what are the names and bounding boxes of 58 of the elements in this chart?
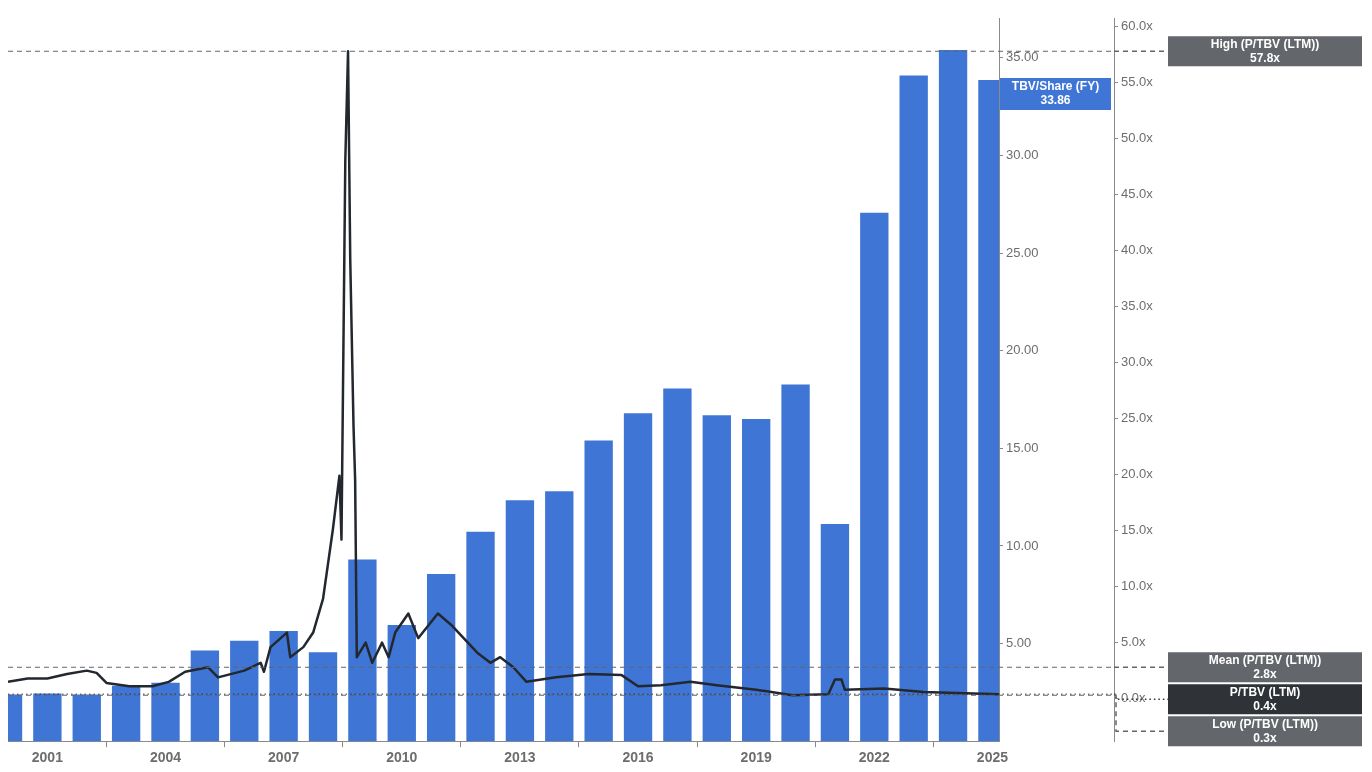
x-tick-label: 2022 (858, 749, 891, 766)
y2-tick-label: 20.0x (1121, 466, 1154, 482)
bar (742, 419, 771, 742)
y2-tick-label: 45.0x (1121, 186, 1154, 202)
bar (466, 531, 495, 742)
bar (387, 625, 416, 742)
y-tick-label: 5.00 (1006, 635, 1032, 651)
y2-tick-label: 55.0x (1121, 74, 1154, 90)
bar (781, 384, 810, 742)
text: High (P/TBV (LTM)) 57.8x (1210, 36, 1320, 65)
bar (545, 491, 574, 742)
bar (820, 523, 850, 742)
bar (348, 559, 377, 742)
y-tick-label: 35.00 (1006, 49, 1039, 65)
x-tick-label: 2001 (31, 749, 64, 766)
bar (269, 630, 298, 742)
x-tick-label: 2007 (268, 749, 300, 766)
text: Mean (P/TBV (LTM)) 2.8x (1208, 652, 1322, 681)
bar (72, 694, 101, 742)
y-tick-label: 25.00 (1006, 244, 1039, 260)
y2-tick-label: 25.0x (1121, 410, 1154, 426)
bar (899, 75, 928, 742)
bar (702, 415, 731, 742)
bar (938, 50, 968, 742)
text: Low (P/TBV (LTM)) 0.3x (1212, 716, 1318, 745)
y-tick-label: 30.00 (1006, 147, 1039, 163)
bar (230, 640, 259, 742)
y2-tick-label: 5.0x (1121, 634, 1147, 650)
annotation: TBV/Share (FY) 33.86 (1011, 79, 1100, 108)
x-tick-label: 2013 (504, 749, 536, 766)
y2-tick-label: 15.0x (1121, 522, 1154, 538)
y2-tick-label: 40.0x (1121, 242, 1154, 258)
bar (308, 652, 338, 742)
x-tick-label: 2019 (740, 749, 772, 766)
y2-tick-label: 10.0x (1121, 578, 1154, 594)
y2-tick-label: 0.0x (1121, 690, 1147, 706)
y2-tick-label: 30.0x (1121, 354, 1154, 370)
bar (505, 500, 535, 742)
y2-tick-label: 35.0x (1121, 298, 1154, 314)
bar (860, 212, 889, 742)
x-tick-label: 2010 (386, 749, 418, 766)
x-tick-label: 2016 (622, 749, 654, 766)
bar (151, 682, 180, 742)
y-tick-label: 15.00 (1006, 439, 1039, 455)
bar (426, 573, 456, 742)
bar (33, 693, 62, 742)
bar (623, 413, 653, 742)
bar (111, 685, 141, 742)
x-tick-label: 2025 (976, 749, 1009, 766)
bar (584, 440, 613, 742)
y-tick-label: 10.00 (1006, 537, 1039, 553)
bar (663, 388, 692, 742)
bar (190, 650, 220, 742)
y2-tick-label: 50.0x (1121, 130, 1154, 146)
y2-tick-label: 60.0x (1121, 18, 1154, 34)
x-tick-label: 2004 (149, 749, 182, 766)
y-tick-label: 20.00 (1006, 342, 1039, 358)
text: P/TBV (LTM) 0.4x (1229, 684, 1301, 713)
